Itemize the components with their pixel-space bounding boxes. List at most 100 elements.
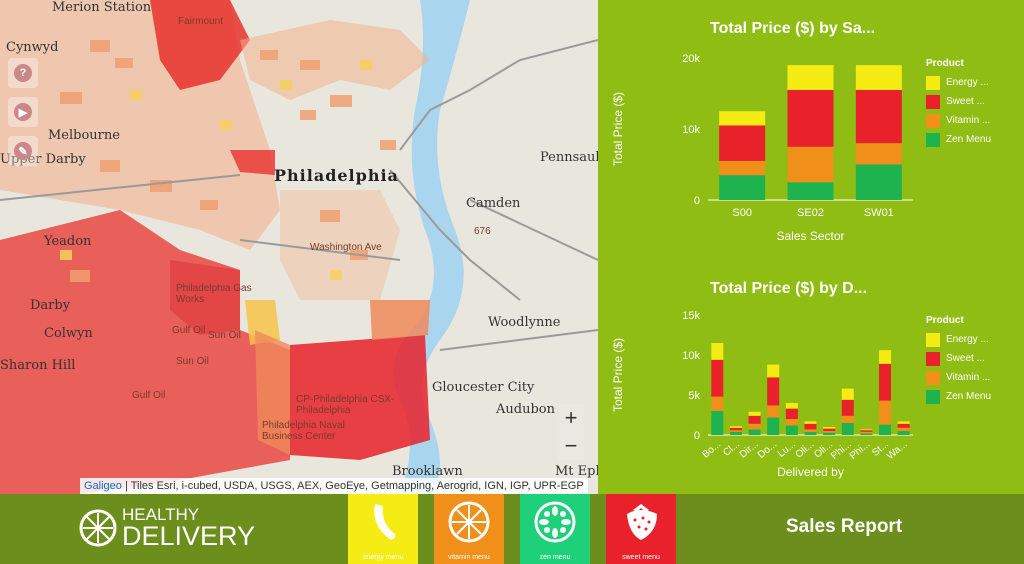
map-label: CP-Philadelphia CSX-Philadelphia (296, 394, 395, 416)
map-label: Sharon Hill (0, 358, 76, 373)
bar-segment[interactable] (785, 403, 798, 409)
help-button[interactable]: ? (8, 58, 38, 88)
zoom-in-button[interactable]: + (564, 405, 578, 430)
bar-segment[interactable] (748, 411, 761, 416)
map-label: Gulf Oil (132, 390, 166, 401)
bar-segment[interactable] (855, 65, 902, 90)
bar-segment[interactable] (729, 427, 742, 431)
zoom-out-button[interactable]: − (564, 433, 578, 458)
bar-segment[interactable] (711, 411, 724, 435)
bar-segment[interactable] (785, 408, 798, 419)
bar-segment[interactable] (787, 65, 834, 90)
tile-zen-menu[interactable]: zen menu (520, 494, 590, 564)
bar-segment[interactable] (860, 430, 873, 432)
tile-energy-menu[interactable]: energy menu (348, 494, 418, 564)
map-view[interactable]: Merion Station Fairmount Cynwyd Melbourne Up… (0, 0, 598, 494)
bar-segment[interactable] (841, 399, 854, 416)
bar-segment[interactable] (823, 427, 836, 429)
bar-segment[interactable] (879, 424, 892, 435)
bar-segment[interactable] (841, 415, 854, 423)
chart-by-deliverer[interactable]: Total Price ($) by D... 0 5k 10k 15k Bo... Cl… (598, 260, 1024, 494)
bar-segment[interactable] (897, 427, 910, 431)
bar-segment[interactable] (855, 143, 902, 165)
legend-item-zen[interactable]: Zen Menu (926, 130, 991, 149)
bar-segment[interactable] (729, 430, 742, 432)
bar-segment[interactable] (860, 433, 873, 435)
logo-line-2: DELIVERY (122, 521, 256, 551)
map-tiles[interactable] (0, 0, 598, 494)
bar-segment[interactable] (804, 429, 817, 432)
bar-segment[interactable] (711, 343, 724, 360)
bar-segment[interactable] (879, 350, 892, 364)
bar-segment[interactable] (787, 182, 834, 200)
bar-segment[interactable] (719, 125, 766, 161)
bar-segment[interactable] (823, 431, 836, 433)
legend-item-vitamin[interactable]: Vitamin ... (926, 368, 991, 387)
bar-segment[interactable] (767, 364, 780, 378)
bar-segment[interactable] (748, 415, 761, 424)
legend-item-energy[interactable]: Energy ... (926, 73, 991, 92)
legend-item-energy[interactable]: Energy ... (926, 330, 991, 349)
zoom-control: + − (558, 404, 584, 460)
map-label: Colwyn (44, 326, 93, 341)
legend-label: Sweet ... (946, 96, 985, 107)
bar-segment[interactable] (823, 428, 836, 431)
bar-segment[interactable] (711, 396, 724, 411)
bar-segment[interactable] (879, 363, 892, 401)
bar-segment[interactable] (879, 400, 892, 425)
tile-vitamin-menu[interactable]: vitamin menu (434, 494, 504, 564)
bar-segment[interactable] (860, 431, 873, 434)
chart-by-sector[interactable]: Total Price ($) by Sa... 0 10k 20k S00 SE02 S… (598, 0, 1024, 247)
bar-segment[interactable] (767, 417, 780, 435)
bar-segment[interactable] (804, 431, 817, 435)
y-axis-title: Total Price ($) (611, 92, 625, 166)
legend-swatch (926, 351, 940, 366)
legend-item-sweet[interactable]: Sweet ... (926, 349, 991, 368)
bar-segment[interactable] (785, 425, 798, 435)
bar-segment[interactable] (804, 421, 817, 424)
x-tick-label: Lu... (776, 439, 798, 460)
bar-segment[interactable] (855, 89, 902, 144)
bar-segment[interactable] (897, 421, 910, 424)
bar-segment[interactable] (729, 431, 742, 435)
legend-label: Zen Menu (946, 134, 992, 145)
legend-label: Vitamin ... (946, 372, 991, 383)
tiles-credit: | Tiles Esri, i-cubed, USDA, USGS, AEX, … (121, 480, 584, 492)
bar-segment[interactable] (719, 111, 766, 126)
bar-segment[interactable] (897, 423, 910, 428)
legend-item-zen[interactable]: Zen Menu (926, 387, 991, 406)
bar-segment[interactable] (855, 164, 902, 201)
bar-segment[interactable] (719, 160, 766, 176)
bar-segment[interactable] (841, 388, 854, 400)
legend-swatch (926, 113, 940, 128)
bar-segment[interactable] (787, 89, 834, 147)
galigeo-link[interactable]: Galigeo (84, 480, 122, 492)
bar-segment[interactable] (719, 175, 766, 200)
bar-segment[interactable] (748, 429, 761, 435)
legend-item-vitamin[interactable]: Vitamin ... (926, 111, 991, 130)
x-tick-label: Bo... (700, 439, 723, 461)
bar-segment[interactable] (785, 419, 798, 426)
tile-sweet-menu[interactable]: sweet menu (606, 494, 676, 564)
x-axis-title: Delivered by (777, 465, 844, 479)
legend-item-sweet[interactable]: Sweet ... (926, 92, 991, 111)
bar-segment[interactable] (897, 431, 910, 435)
bar-segment[interactable] (841, 423, 854, 435)
bar-segment[interactable] (729, 426, 742, 428)
bar-segment[interactable] (823, 432, 836, 435)
play-button[interactable]: ▶ (8, 97, 38, 127)
district-north (150, 0, 250, 90)
bar-segment[interactable] (748, 423, 761, 430)
bar-segment[interactable] (787, 146, 834, 183)
bar-segment[interactable] (767, 405, 780, 418)
cucumber-icon (534, 501, 576, 543)
legend-label: Vitamin ... (946, 115, 991, 126)
map-label: Pennsauken (540, 150, 598, 165)
edit-button[interactable]: ✎ (8, 136, 38, 166)
bar-segment[interactable] (804, 423, 817, 430)
y-tick-label: 0 (694, 195, 700, 207)
bar-segment[interactable] (711, 359, 724, 397)
bar-segment[interactable] (767, 377, 780, 406)
district-center (230, 150, 275, 175)
bar-segment[interactable] (860, 429, 873, 431)
